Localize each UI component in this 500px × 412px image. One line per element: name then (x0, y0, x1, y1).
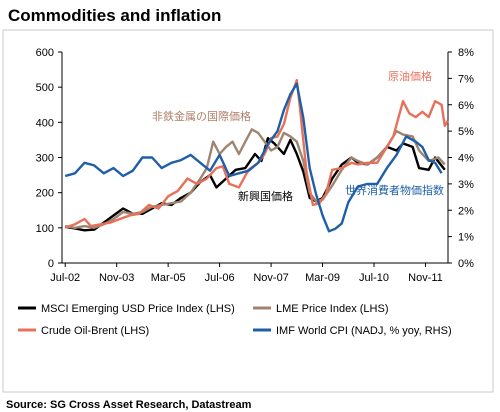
annotation-label: 新興国価格 (238, 189, 293, 203)
y-left-tick-label: 300 (36, 153, 54, 165)
y-right-tick-label: 4% (458, 153, 474, 165)
y-right-tick-label: 0% (458, 258, 474, 270)
y-left-tick-label: 400 (36, 117, 54, 129)
y-left-tick-label: 200 (36, 188, 54, 200)
y-left-tick-label: 0 (48, 258, 54, 270)
y-right-tick-label: 8% (458, 47, 474, 59)
x-tick-label: Mar-05 (151, 272, 186, 284)
series-line-imf-cpi (64, 82, 443, 233)
y-left-tick-label: 600 (36, 47, 54, 59)
chart-title: Commodities and inflation (8, 6, 221, 25)
annotation-label: 非鉄金属の国際価格 (152, 109, 251, 123)
x-tick-label: Jul-02 (50, 272, 80, 284)
y-right-tick-label: 1% (458, 232, 474, 244)
x-tick-label: Nov-03 (99, 272, 134, 284)
y-right-tick-label: 2% (458, 205, 474, 217)
y-left-tick-label: 100 (36, 223, 54, 235)
annotation-label: 世界消費者物価指数 (345, 183, 444, 197)
y-right-tick-label: 5% (458, 126, 474, 138)
legend: MSCI Emerging USD Price Index (LHS) LME P… (18, 303, 452, 337)
x-tick-label: Nov-11 (408, 272, 443, 284)
source-note: Source: SG Cross Asset Research, Datastr… (6, 399, 252, 411)
y-right-tick-label: 7% (458, 73, 474, 85)
annotation-label: 原油価格 (388, 69, 432, 83)
chart-frame (2, 29, 494, 393)
y-right-tick-label: 6% (458, 100, 474, 112)
plot-lines (64, 78, 450, 233)
series-line-brent (64, 78, 450, 229)
x-tick-label: Jul-06 (205, 272, 235, 284)
legend-item-label: MSCI Emerging USD Price Index (LHS) (41, 303, 235, 315)
x-tick-label: Mar-09 (305, 272, 340, 284)
legend-item-label: IMF World CPI (NADJ, % yoy, RHS) (276, 325, 452, 337)
legend-item-label: Crude Oil-Brent (LHS) (41, 325, 149, 337)
x-tick-label: Nov-07 (253, 272, 288, 284)
y-right-tick-label: 3% (458, 179, 474, 191)
y-left-tick-label: 500 (36, 82, 54, 94)
legend-item-label: LME Price Index (LHS) (276, 303, 388, 315)
axes: 0 100 200 300 400 500 600 0% 1% 2% 3% 4% 5% 6% 7% 8% Jul… (36, 47, 474, 284)
x-tick-label: Jul-10 (359, 272, 389, 284)
